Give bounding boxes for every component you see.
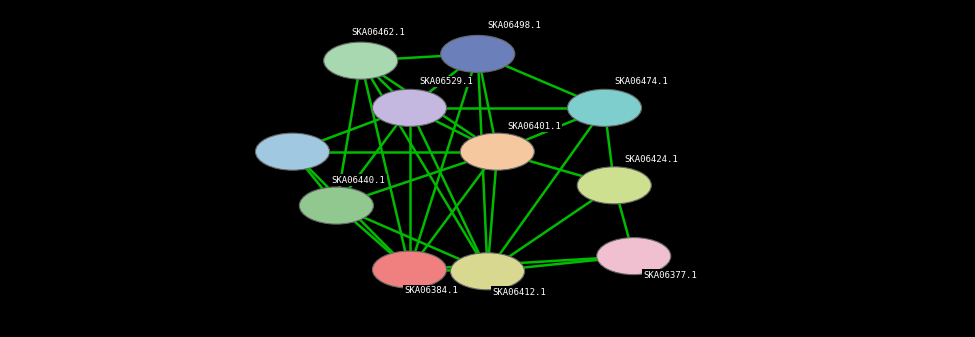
Ellipse shape: [597, 238, 671, 275]
Ellipse shape: [255, 133, 330, 170]
Text: SKA06462.1: SKA06462.1: [351, 28, 405, 37]
Text: SKA06440.1: SKA06440.1: [332, 176, 385, 185]
Ellipse shape: [372, 89, 447, 126]
Ellipse shape: [299, 187, 373, 224]
Text: SKA06424.1: SKA06424.1: [624, 155, 678, 164]
Text: SKA06401.1: SKA06401.1: [507, 122, 561, 131]
Text: SKA06529.1: SKA06529.1: [419, 77, 473, 86]
Ellipse shape: [450, 253, 525, 290]
Ellipse shape: [324, 42, 398, 79]
Text: SKA06474.1: SKA06474.1: [614, 77, 668, 86]
Text: SKA06498.1: SKA06498.1: [488, 21, 541, 30]
Text: SKA06384.1: SKA06384.1: [405, 286, 458, 295]
Ellipse shape: [460, 133, 534, 170]
Ellipse shape: [567, 89, 642, 126]
Ellipse shape: [372, 251, 447, 288]
Text: SKA06412.1: SKA06412.1: [492, 287, 546, 297]
Text: SKA06377.1: SKA06377.1: [644, 271, 697, 280]
Ellipse shape: [441, 35, 515, 72]
Ellipse shape: [577, 167, 651, 204]
